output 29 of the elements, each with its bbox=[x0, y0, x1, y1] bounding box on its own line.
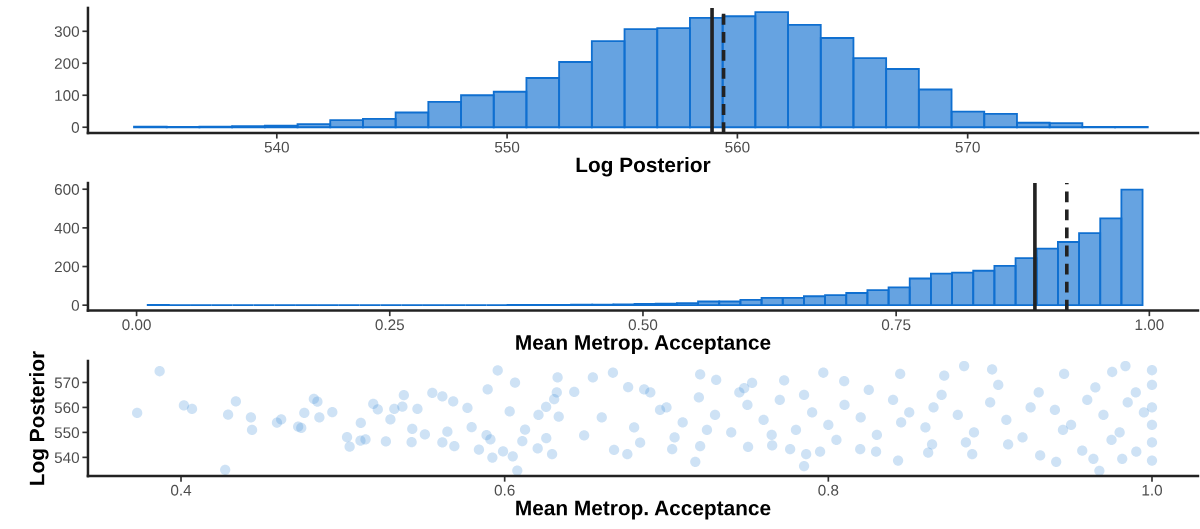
x-axis-title: Log Posterior bbox=[576, 156, 711, 177]
y-tick-label: 300 bbox=[54, 26, 80, 37]
x-tick-label: 1.0 bbox=[1142, 484, 1163, 496]
x-tick-label: 0.8 bbox=[818, 484, 839, 496]
y-axis-title: Log Posterior bbox=[29, 351, 49, 485]
x-axis-title: Mean Metrop. Acceptance bbox=[516, 500, 771, 520]
y-tick-label: 0 bbox=[71, 300, 80, 311]
y-tick-label: 200 bbox=[54, 261, 80, 273]
x-tick-label: 560 bbox=[725, 141, 750, 153]
x-tick-label: 550 bbox=[494, 141, 520, 153]
x-tick-label: 0.4 bbox=[170, 484, 192, 496]
y-tick-label: 550 bbox=[54, 427, 80, 439]
x-tick-label: 0.75 bbox=[881, 319, 911, 331]
y-tick-label: 570 bbox=[54, 377, 80, 389]
x-tick-label: 1.00 bbox=[1135, 319, 1164, 331]
x-tick-label: 540 bbox=[264, 141, 289, 153]
x-tick-label: 0.6 bbox=[494, 484, 515, 496]
y-tick-label: 400 bbox=[54, 222, 80, 234]
x-tick-label: 0.50 bbox=[628, 319, 658, 331]
y-tick-label: 560 bbox=[54, 402, 80, 414]
x-axis-title: Mean Metrop. Acceptance bbox=[516, 335, 771, 354]
y-tick-label: 0 bbox=[71, 122, 80, 133]
y-tick-label: 200 bbox=[54, 58, 80, 69]
y-tick-label: 600 bbox=[54, 184, 80, 195]
x-tick-label: 0.25 bbox=[375, 319, 404, 331]
x-tick-label: 0.00 bbox=[122, 319, 151, 331]
y-tick-label: 100 bbox=[55, 90, 80, 101]
y-tick-label: 540 bbox=[54, 452, 80, 464]
x-tick-label: 570 bbox=[955, 141, 980, 153]
